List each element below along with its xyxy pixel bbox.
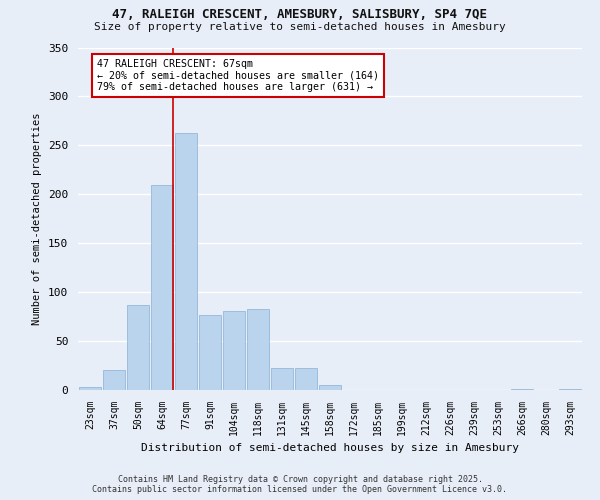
Bar bbox=[127, 305, 149, 390]
Y-axis label: Number of semi-detached properties: Number of semi-detached properties bbox=[32, 112, 43, 325]
Text: Contains HM Land Registry data © Crown copyright and database right 2025.
Contai: Contains HM Land Registry data © Crown c… bbox=[92, 474, 508, 494]
Bar bbox=[151, 184, 173, 390]
Bar bbox=[223, 310, 245, 390]
Bar bbox=[247, 309, 269, 390]
Bar bbox=[319, 385, 341, 390]
Bar bbox=[271, 368, 293, 390]
Bar bbox=[295, 368, 317, 390]
Text: 47 RALEIGH CRESCENT: 67sqm
← 20% of semi-detached houses are smaller (164)
79% o: 47 RALEIGH CRESCENT: 67sqm ← 20% of semi… bbox=[97, 59, 379, 92]
Bar bbox=[79, 387, 101, 390]
Bar bbox=[175, 132, 197, 390]
Text: 47, RALEIGH CRESCENT, AMESBURY, SALISBURY, SP4 7QE: 47, RALEIGH CRESCENT, AMESBURY, SALISBUR… bbox=[113, 8, 487, 20]
X-axis label: Distribution of semi-detached houses by size in Amesbury: Distribution of semi-detached houses by … bbox=[141, 444, 519, 454]
Bar bbox=[559, 389, 581, 390]
Bar bbox=[199, 314, 221, 390]
Bar bbox=[511, 389, 533, 390]
Text: Size of property relative to semi-detached houses in Amesbury: Size of property relative to semi-detach… bbox=[94, 22, 506, 32]
Bar bbox=[103, 370, 125, 390]
